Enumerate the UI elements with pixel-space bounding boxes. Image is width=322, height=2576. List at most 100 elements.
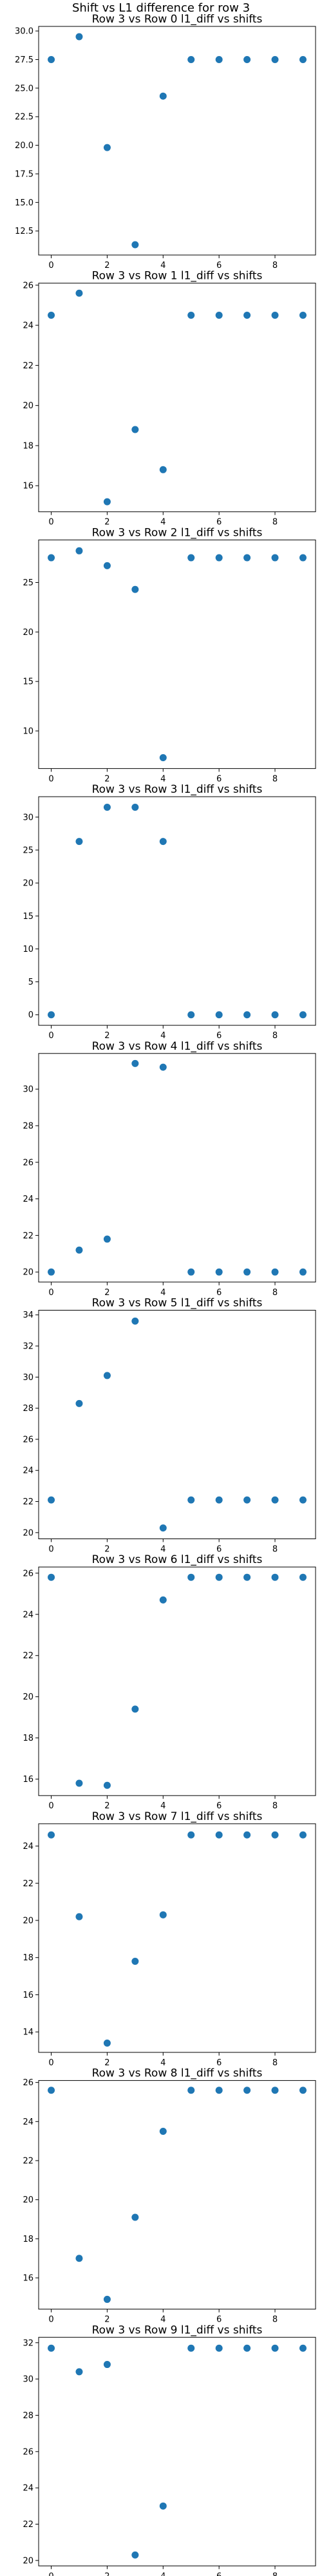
x-tick-label: 6 — [216, 1288, 222, 1298]
y-tick-label: 32 — [23, 1342, 33, 1352]
data-point — [187, 1573, 195, 1581]
data-point — [271, 2344, 279, 2352]
axes-frame — [38, 539, 316, 769]
data-point — [103, 1781, 111, 1789]
x-tick-label: 6 — [216, 2315, 222, 2325]
data-point — [48, 2344, 55, 2352]
data-point — [215, 1831, 223, 1839]
data-point — [159, 2127, 167, 2135]
y-tick-label: 20 — [23, 2195, 33, 2205]
x-tick-label: 0 — [48, 2315, 53, 2325]
y-tick-label: 5 — [28, 978, 33, 987]
y-tick-label: 22 — [23, 1231, 33, 1241]
data-point — [103, 562, 111, 569]
y-tick-label: 26 — [23, 1158, 33, 1168]
data-point — [187, 312, 195, 319]
y-tick-label: 20 — [23, 401, 33, 411]
y-tick-label: 30 — [23, 813, 33, 822]
y-tick-label: 26 — [23, 281, 33, 290]
data-point — [103, 498, 111, 506]
data-point — [159, 1063, 167, 1071]
x-tick-label: 0 — [48, 1545, 53, 1555]
data-point — [271, 1831, 279, 1839]
data-point — [299, 554, 307, 562]
y-tick-label: 30 — [23, 1085, 33, 1095]
y-tick-label: 12.5 — [15, 227, 33, 236]
data-point — [243, 1011, 251, 1019]
y-tick-label: 20 — [23, 879, 33, 889]
subplot-title: Row 3 vs Row 1 l1_diff vs shifts — [92, 270, 263, 283]
subplot-title: Row 3 vs Row 9 l1_diff vs shifts — [92, 2324, 263, 2336]
y-tick-label: 20 — [23, 1528, 33, 1538]
y-tick-label: 28 — [23, 1404, 33, 1414]
data-point — [243, 2087, 251, 2094]
data-point — [103, 144, 111, 151]
data-point — [103, 2295, 111, 2303]
x-tick-label: 6 — [216, 1801, 222, 1811]
y-tick-label: 28 — [23, 2411, 33, 2421]
x-tick-label: 8 — [272, 774, 278, 784]
x-tick-label: 6 — [216, 2058, 222, 2068]
data-point — [75, 838, 83, 846]
x-tick-label: 4 — [160, 518, 166, 527]
data-point — [243, 1573, 251, 1581]
y-tick-label: 24 — [23, 2484, 33, 2494]
y-tick-label: 27.5 — [15, 55, 33, 65]
x-tick-label: 2 — [104, 518, 109, 527]
y-tick-label: 25.0 — [15, 84, 33, 93]
x-tick-label: 4 — [160, 2058, 166, 2068]
axes-frame — [38, 1566, 316, 1796]
y-tick-label: 16 — [23, 2274, 33, 2284]
x-tick-label: 0 — [48, 1031, 53, 1041]
y-tick-label: 20 — [23, 1692, 33, 1702]
data-point — [299, 312, 307, 319]
data-point — [75, 289, 83, 297]
x-tick-label: 6 — [216, 1031, 222, 1041]
x-tick-label: 0 — [48, 1288, 53, 1298]
x-tick-label: 8 — [272, 2058, 278, 2068]
x-tick-label: 6 — [216, 774, 222, 784]
subplot-title: Row 3 vs Row 2 l1_diff vs shifts — [92, 526, 263, 539]
data-point — [75, 33, 83, 41]
x-tick-label: 0 — [48, 1801, 53, 1811]
data-point — [75, 1913, 83, 1920]
y-tick-label: 20 — [23, 2556, 33, 2566]
y-tick-label: 22 — [23, 1651, 33, 1661]
data-point — [48, 1268, 55, 1276]
y-tick-label: 10 — [23, 945, 33, 954]
data-point — [243, 554, 251, 562]
data-point — [187, 2087, 195, 2094]
y-tick-label: 15 — [23, 912, 33, 922]
x-tick-label: 4 — [160, 261, 166, 270]
subplot-0: Row 3 vs Row 0 l1_diff vs shifts 0 2 4 6 8 12.… — [15, 13, 316, 270]
axes-frame — [38, 1053, 316, 1283]
y-tick-label: 28 — [23, 1121, 33, 1131]
y-tick-label: 26 — [23, 1569, 33, 1578]
y-tick-label: 24 — [23, 1466, 33, 1476]
x-tick-label: 6 — [216, 261, 222, 270]
y-tick-label: 15.0 — [15, 198, 33, 208]
data-point — [159, 1911, 167, 1918]
subplot-3: Row 3 vs Row 3 l1_diff vs shifts 0 2 4 6 8 0 5 1… — [23, 783, 316, 1041]
data-point — [131, 1705, 139, 1713]
data-point — [103, 2361, 111, 2369]
data-point — [299, 55, 307, 63]
data-point — [243, 312, 251, 319]
data-point — [271, 1573, 279, 1581]
data-point — [159, 753, 167, 761]
y-tick-label: 22.5 — [15, 113, 33, 122]
data-point — [159, 1524, 167, 1532]
data-point — [215, 2087, 223, 2094]
x-tick-label: 2 — [104, 1801, 109, 1811]
x-tick-label: 8 — [272, 1288, 278, 1298]
data-point — [131, 1059, 139, 1067]
y-tick-label: 30 — [23, 2375, 33, 2385]
data-point — [75, 2255, 83, 2262]
data-point — [48, 55, 55, 63]
data-point — [215, 1496, 223, 1504]
y-tick-label: 20 — [23, 628, 33, 638]
data-point — [215, 55, 223, 63]
data-point — [271, 55, 279, 63]
